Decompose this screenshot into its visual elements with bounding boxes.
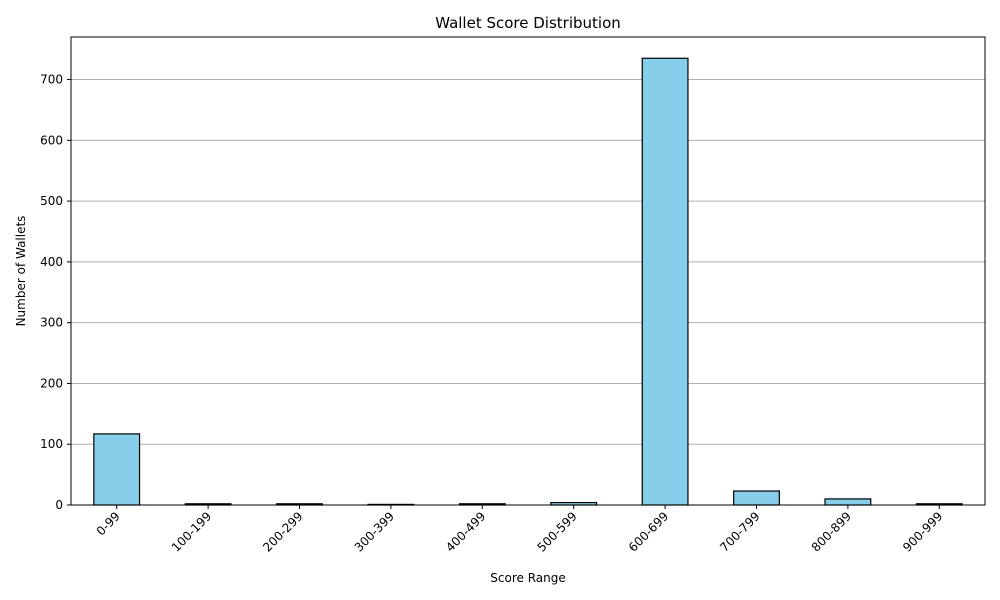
y-tick-label: 100	[40, 437, 63, 451]
bar-0-99	[93, 433, 141, 506]
grid-lines	[71, 79, 985, 445]
x-tick-label: 200-299	[260, 509, 305, 554]
y-tick-label: 300	[40, 316, 63, 330]
x-tick-label: 300-399	[352, 509, 397, 554]
bars	[93, 57, 963, 506]
x-tick-label: 0-99	[94, 509, 123, 538]
y-axis-ticks: 0 100 200 300 400 500 600 700	[40, 73, 71, 512]
x-tick-label: 100-199	[169, 509, 214, 554]
bar-800-899	[824, 498, 872, 506]
x-tick-label: 600-699	[626, 509, 671, 554]
x-tick-label: 700-799	[717, 509, 762, 554]
x-tick-label: 800-899	[809, 509, 854, 554]
y-tick-label: 400	[40, 255, 63, 269]
y-tick-label: 700	[40, 73, 63, 87]
y-tick-label: 0	[55, 498, 63, 512]
bar-600-699	[641, 57, 689, 506]
y-tick-label: 600	[40, 133, 63, 147]
x-axis-ticks: 0-99 100-199 200-299 300-399 400-499 500-599 6…	[94, 505, 945, 555]
y-tick-label: 500	[40, 194, 63, 208]
x-axis-label: Score Range	[490, 571, 565, 585]
y-tick-label: 200	[40, 376, 63, 390]
bar-700-799	[733, 490, 780, 506]
x-tick-label: 900-999	[900, 509, 945, 554]
plot-frame	[70, 36, 986, 506]
y-axis-label: Number of Wallets	[14, 216, 28, 327]
x-tick-label: 500-599	[534, 509, 579, 554]
x-tick-label: 400-499	[443, 509, 488, 554]
chart-title: Wallet Score Distribution	[435, 14, 621, 32]
